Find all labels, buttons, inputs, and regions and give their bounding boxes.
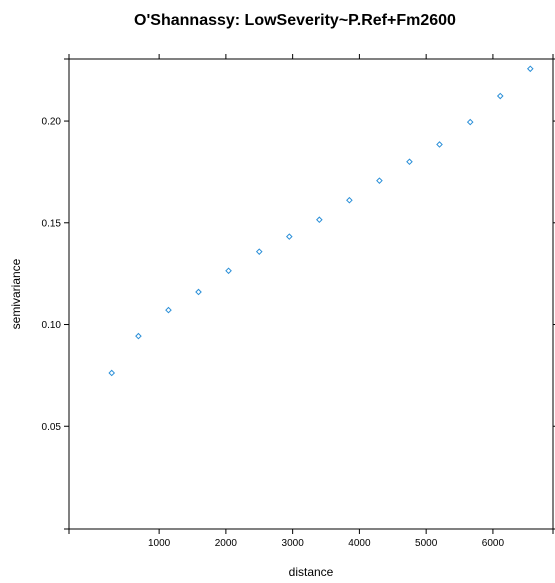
data-point bbox=[406, 158, 413, 166]
data-point bbox=[436, 141, 443, 148]
y-tick-label: 0.10 bbox=[42, 320, 62, 331]
data-point bbox=[316, 216, 323, 224]
x-axis-label: distance bbox=[289, 565, 334, 579]
data-point bbox=[165, 306, 172, 314]
x-tick-label: 1000 bbox=[148, 538, 171, 549]
y-tick-label: 0.15 bbox=[42, 218, 62, 229]
x-tick-label: 6000 bbox=[482, 538, 505, 549]
data-points bbox=[108, 65, 534, 377]
data-point bbox=[466, 118, 474, 126]
plot-frame bbox=[68, 58, 554, 530]
data-point bbox=[346, 196, 353, 204]
chart-title: O'Shannassy: LowSeverity~P.Ref+Fm2600 bbox=[134, 12, 456, 29]
data-point bbox=[225, 267, 232, 275]
data-point bbox=[195, 288, 202, 296]
x-tick-label: 5000 bbox=[415, 538, 438, 549]
data-point bbox=[526, 65, 534, 73]
data-point bbox=[496, 92, 504, 100]
y-tick-label: 0.20 bbox=[42, 117, 62, 128]
data-point bbox=[255, 248, 263, 255]
y-axis-label: semivariance bbox=[9, 258, 23, 329]
x-tick-label: 3000 bbox=[282, 538, 305, 549]
data-point bbox=[285, 233, 293, 240]
data-point bbox=[135, 332, 142, 340]
x-tick-label: 2000 bbox=[215, 538, 238, 549]
x-tick-label: 4000 bbox=[348, 538, 371, 549]
x-axis: 1000 2000 3000 4000 5000 6000 bbox=[68, 54, 554, 549]
y-axis: 0.05 0.10 0.15 0.20 bbox=[42, 58, 555, 530]
data-point bbox=[376, 177, 383, 184]
data-point bbox=[108, 369, 116, 377]
y-tick-label: 0.05 bbox=[42, 422, 62, 433]
